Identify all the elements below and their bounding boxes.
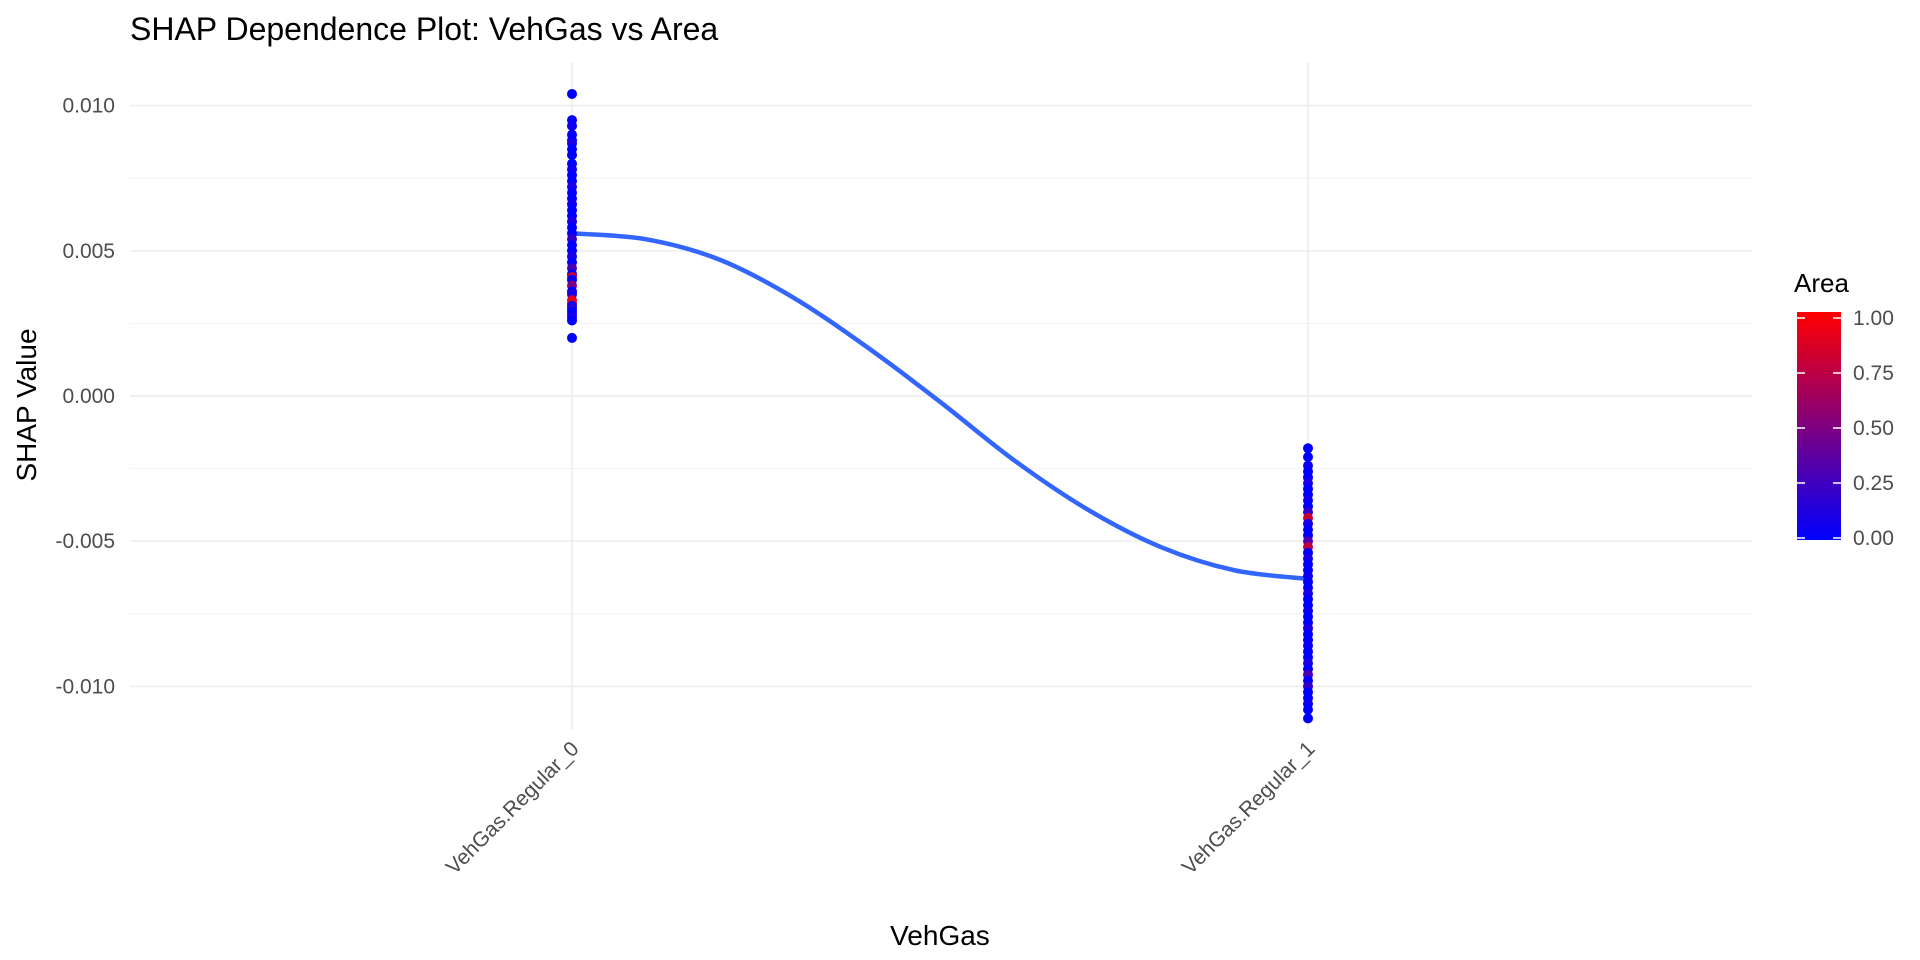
data-point [567,149,577,160]
legend-ticks: 1.00 0.75 0.50 0.25 0.00 [1797,307,1894,550]
data-point [1303,443,1313,454]
chart-title: SHAP Dependence Plot: VehGas vs Area [130,11,718,47]
legend-tick-label: 0.00 [1853,527,1894,550]
x-axis-title: VehGas [890,920,990,951]
color-legend: Area 1.00 0.75 0.50 0.25 0.00 [1794,268,1894,550]
data-point [1303,704,1313,715]
y-tick-label: 0.010 [62,95,115,118]
data-point [1303,451,1313,462]
y-tick-label: 0.000 [62,385,115,408]
grid [130,62,1752,730]
y-tick-label: -0.005 [55,530,115,553]
data-point [1303,713,1313,724]
y-tick-label: -0.010 [55,675,115,698]
smooth-line-group [569,231,1311,582]
data-point [567,332,577,343]
x-tick-label: VehGas.Regular_1 [1178,737,1320,879]
smooth-trend-line [569,231,1311,582]
x-tick-label: VehGas.Regular_0 [442,737,584,879]
legend-tick-label: 0.25 [1853,472,1894,495]
data-point [567,120,577,131]
data-point [567,88,577,99]
y-axis-ticks: 0.010 0.005 0.000 -0.005 -0.010 [55,95,115,699]
legend-title: Area [1794,268,1849,298]
legend-tick-label: 0.50 [1853,417,1894,440]
data-points [567,88,1313,724]
x-axis-ticks: VehGas.Regular_0 VehGas.Regular_1 [442,737,1320,879]
legend-tick-label: 1.00 [1853,307,1894,330]
data-point [567,315,577,326]
legend-tick-label: 0.75 [1853,362,1894,385]
y-tick-label: 0.005 [62,240,115,263]
legend-colorbar [1797,312,1841,540]
y-axis-title: SHAP Value [11,328,42,481]
